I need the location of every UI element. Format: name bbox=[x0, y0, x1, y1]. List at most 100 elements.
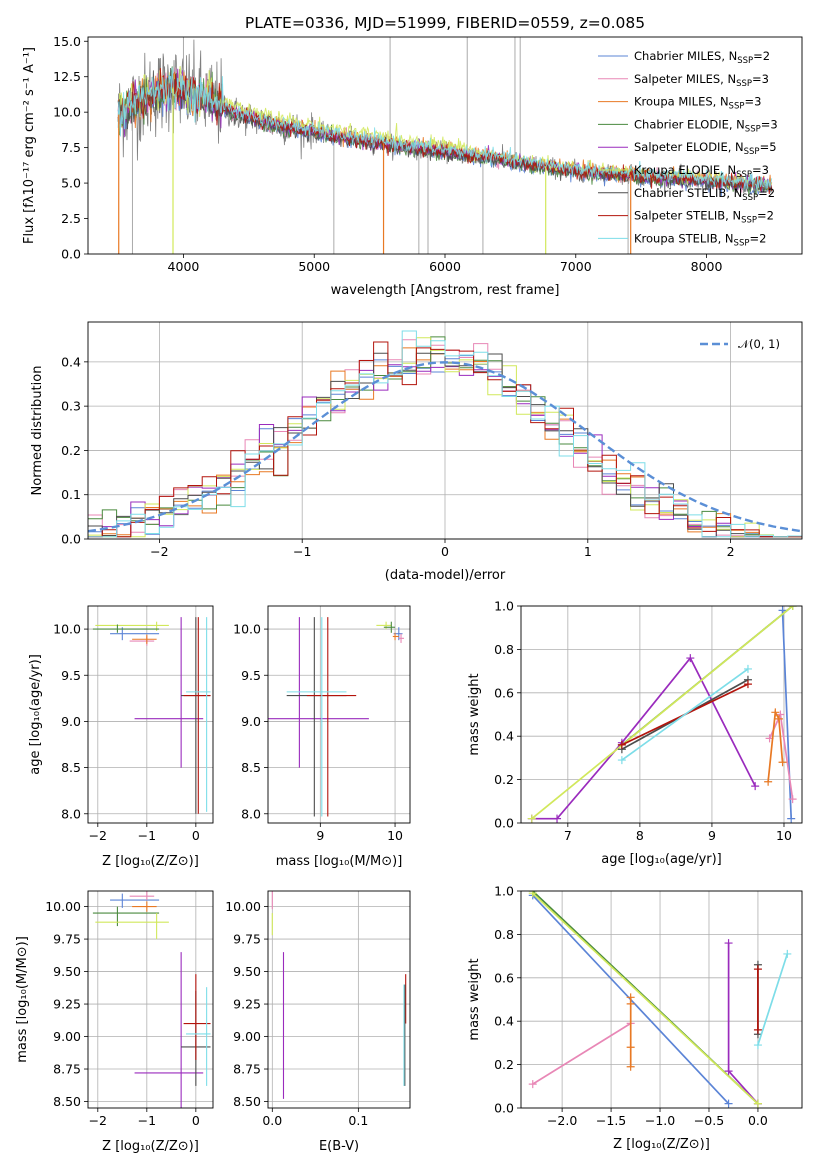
weight-marker bbox=[527, 814, 536, 823]
panel-age_vs_Z: −2 −1 0 8.0 8.5 9.0 9.5 10.0 Z [log₁₀(Z/Z⊙)] age … bbox=[28, 605, 214, 869]
y-tick-label: 8.50 bbox=[233, 1094, 261, 1109]
legend-label-sub: SSP bbox=[736, 170, 752, 180]
weight-marker bbox=[686, 654, 695, 663]
weight-marker bbox=[764, 777, 773, 786]
y-tick-label: 9.75 bbox=[53, 932, 81, 947]
histogram-krou_stelib bbox=[88, 330, 802, 538]
legend-label: Chabrier ELODIE, NSSP=3 bbox=[634, 117, 778, 134]
plot-area bbox=[271, 891, 407, 1099]
weight-marker bbox=[778, 758, 787, 767]
y-tick-label: 9.0 bbox=[61, 714, 81, 729]
x-tick-label: 0 bbox=[441, 544, 449, 559]
y-tick-label: 8.0 bbox=[241, 806, 261, 821]
plot-area bbox=[92, 617, 211, 814]
y-tick-label: 9.25 bbox=[233, 997, 261, 1012]
y-tick-label: 0.8 bbox=[494, 642, 514, 657]
panel-weight_vs_Z: −2.0 −1.5 −1.0 −0.5 0.0 0.0 0.2 0.4 0.6 0.8 1.0 Z [… bbox=[467, 884, 803, 1152]
weight-marker bbox=[753, 965, 762, 974]
y-tick-label: 0.6 bbox=[494, 970, 514, 985]
x-tick-label: −1.5 bbox=[596, 1113, 626, 1128]
x-tick-label: 8 bbox=[636, 828, 644, 843]
axes-frame bbox=[87, 321, 803, 540]
x-tick-label: −2 bbox=[89, 828, 107, 843]
x-tick-label: −2.0 bbox=[547, 1113, 577, 1128]
axes-frame bbox=[267, 890, 411, 1109]
legend-label-main: Kroupa MILES, N bbox=[634, 95, 729, 109]
legend-label-value: =3 bbox=[752, 72, 769, 86]
y-tick-label: 0.4 bbox=[61, 354, 81, 369]
x-tick-label: 0.0 bbox=[748, 1113, 768, 1128]
weight-line-krou_elodie bbox=[531, 606, 794, 820]
y-tick-label: 12.5 bbox=[53, 69, 81, 84]
panel-mass_vs_Z: −2 −1 0 8.50 8.75 9.00 9.25 9.50 9.75 10.00 Z [log… bbox=[15, 890, 214, 1154]
panel-mass_vs_ebv: 0.0 0.1 8.50 8.75 9.00 9.25 9.50 9.75 10.00 E(B-V… bbox=[225, 890, 411, 1154]
y-tick-label: 10.0 bbox=[53, 622, 81, 637]
weight-line-salp_elodie bbox=[531, 656, 756, 820]
y-tick-label: 0.8 bbox=[494, 927, 514, 942]
y-tick-label: 8.0 bbox=[61, 806, 81, 821]
y-tick-label: 8.50 bbox=[53, 1094, 81, 1109]
weight-marker bbox=[724, 1099, 733, 1108]
weight-marker bbox=[753, 1025, 762, 1034]
legend-label-main: Chabrier STELIB, N bbox=[634, 186, 742, 200]
weight-marker bbox=[743, 680, 752, 689]
y-tick-label: 7.5 bbox=[61, 140, 81, 155]
weight-marker bbox=[724, 1067, 733, 1076]
weight-marker bbox=[753, 1041, 762, 1050]
legend-label-value: =5 bbox=[760, 140, 777, 154]
y-tick-label: 8.5 bbox=[61, 760, 81, 775]
axes-frame bbox=[520, 605, 803, 824]
legend-label-main: Kroupa ELODIE, N bbox=[634, 163, 736, 177]
y-tick-label: 1.0 bbox=[494, 884, 514, 899]
x-tick-label: 0.0 bbox=[262, 1113, 282, 1128]
y-tick-label: 0.2 bbox=[494, 1057, 514, 1072]
y-axis-label: mass weight bbox=[467, 673, 482, 755]
legend-label-main: Salpeter ELODIE, N bbox=[634, 140, 744, 154]
x-tick-label: 9 bbox=[316, 828, 324, 843]
x-tick-label: 8000 bbox=[691, 259, 723, 274]
legend-label-sub: SSP bbox=[734, 238, 750, 248]
weight-line-salp_miles bbox=[532, 1022, 632, 1085]
weight-marker bbox=[743, 664, 752, 673]
y-tick-label: 9.5 bbox=[61, 668, 81, 683]
weight-marker bbox=[528, 891, 537, 898]
histogram-salp_stelib bbox=[88, 341, 802, 538]
normal-curve bbox=[88, 361, 802, 533]
weight-line-krou_stelib bbox=[757, 953, 789, 1046]
y-axis-label: mass [log₁₀(M/M⊙)] bbox=[15, 936, 30, 1063]
y-tick-label: 0.1 bbox=[61, 487, 81, 502]
y-tick-label: 8.75 bbox=[53, 1062, 81, 1077]
weight-marker bbox=[788, 795, 797, 804]
axes-frame bbox=[87, 605, 214, 824]
legend-label-value: =2 bbox=[753, 49, 770, 63]
weight-line-krou_stelib bbox=[621, 668, 749, 761]
panel-residuals: −2 −1 0 1 2 0.0 0.1 0.2 0.3 0.4 (data-model)/error… bbox=[30, 321, 803, 583]
y-tick-label: 2.5 bbox=[61, 211, 81, 226]
weight-line-krou_elodie bbox=[532, 892, 759, 1105]
legend-label: Kroupa STELIB, NSSP=2 bbox=[634, 231, 766, 248]
legend-label-sub: SSP bbox=[742, 193, 758, 203]
legend-label-sub: SSP bbox=[729, 102, 745, 112]
y-tick-label: 0.0 bbox=[494, 816, 514, 831]
weight-marker bbox=[788, 606, 797, 610]
y-tick-label: 15.0 bbox=[53, 34, 81, 49]
x-tick-label: 7 bbox=[564, 828, 572, 843]
x-tick-label: 5000 bbox=[298, 259, 330, 274]
y-tick-label: 10.0 bbox=[233, 622, 261, 637]
x-axis-label: age [log₁₀(age/yr)] bbox=[601, 852, 722, 867]
y-tick-label: 9.5 bbox=[241, 668, 261, 683]
y-tick-label: 0.0 bbox=[494, 1101, 514, 1116]
weight-marker bbox=[724, 939, 733, 948]
weight-line-krou_miles bbox=[767, 709, 784, 782]
weight-marker bbox=[626, 1043, 635, 1052]
legend-label: Kroupa ELODIE, NSSP=3 bbox=[634, 163, 769, 180]
y-tick-label: 0.3 bbox=[61, 399, 81, 414]
y-tick-label: 10.0 bbox=[53, 105, 81, 120]
x-axis-label: Z [log₁₀(Z/Z⊙)] bbox=[102, 1139, 199, 1154]
legend-label-sub: SSP bbox=[737, 56, 753, 66]
y-tick-label: 9.00 bbox=[233, 1029, 261, 1044]
x-axis-label: mass [log₁₀(M/M⊙)] bbox=[276, 854, 403, 869]
y-tick-label: 5.0 bbox=[61, 176, 81, 191]
